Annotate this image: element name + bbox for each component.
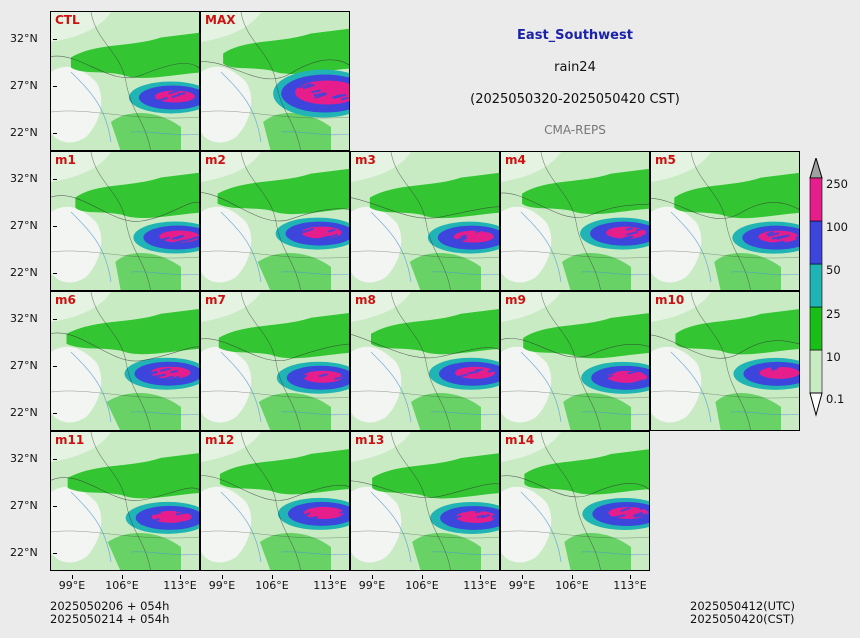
lon-tick-106: 106°E: [102, 575, 142, 592]
lon-tick-113: 113°E: [460, 575, 500, 592]
lat-tick-22: 22°N: [10, 406, 57, 419]
lon-tick-106: 106°E: [552, 575, 592, 592]
rainfall-map: [201, 12, 349, 150]
init-time-line: 2025050214 + 054h: [50, 612, 170, 626]
rainfall-map: [51, 152, 199, 290]
rainfall-map: [351, 432, 499, 570]
panel-m8: m8: [350, 291, 500, 431]
lon-tick-99: 99°E: [502, 575, 542, 592]
colorbar-graphic: [809, 158, 823, 417]
colorbar-extend-under: [809, 392, 823, 417]
rainfall-map: [51, 432, 199, 570]
rainfall-map: [501, 152, 649, 290]
panel-label: m11: [55, 433, 85, 447]
lat-tick-22: 22°N: [10, 546, 57, 559]
panel-max: MAX: [200, 11, 350, 151]
rainfall-map: [51, 12, 199, 150]
panel-m3: m3: [350, 151, 500, 291]
colorbar-segment: [809, 349, 823, 394]
model-title: CMA-REPS: [544, 123, 606, 137]
colorbar-segment: [809, 220, 823, 265]
panel-m12: m12: [200, 431, 350, 571]
panel-m14: m14: [500, 431, 650, 571]
period-title: (2025050320-2025050420 CST): [470, 92, 680, 107]
lon-tick-99: 99°E: [52, 575, 92, 592]
panel-m1: m1: [50, 151, 200, 291]
lon-tick-113: 113°E: [160, 575, 200, 592]
panel-label: m4: [505, 153, 526, 167]
rainfall-map: [201, 152, 349, 290]
colorbar-extend-over: [809, 158, 823, 179]
lon-tick-99: 99°E: [202, 575, 242, 592]
rainfall-map: [651, 292, 799, 430]
valid-time-line: 2025050412(UTC): [690, 599, 795, 613]
lon-tick-113: 113°E: [610, 575, 650, 592]
panel-m10: m10: [650, 291, 800, 431]
rainfall-map: [201, 432, 349, 570]
panel-m6: m6: [50, 291, 200, 431]
lon-tick-113: 113°E: [310, 575, 350, 592]
colorbar-segment: [809, 263, 823, 308]
colorbar-level: 0.1: [826, 392, 845, 406]
panel-m7: m7: [200, 291, 350, 431]
lat-tick-27: 27°N: [10, 219, 57, 232]
init-time-line: 2025050206 + 054h: [50, 599, 170, 613]
panel-label: m8: [355, 293, 376, 307]
panel-label: m9: [505, 293, 526, 307]
rainfall-map: [201, 292, 349, 430]
colorbar-level: 10: [826, 350, 841, 364]
colorbar-segment: [809, 177, 823, 222]
lat-tick-27: 27°N: [10, 499, 57, 512]
lon-tick-106: 106°E: [252, 575, 292, 592]
rainfall-map: [501, 432, 649, 570]
colorbar-level: 100: [826, 220, 848, 234]
lat-tick-32: 32°N: [10, 172, 57, 185]
valid-time-info: 2025050412(UTC) 2025050420(CST): [690, 600, 795, 626]
colorbar-level: 250: [826, 177, 848, 191]
panel-ctl: CTL: [50, 11, 200, 151]
rainfall-map: [501, 292, 649, 430]
colorbar-level: 25: [826, 307, 841, 321]
rainfall-map: [351, 152, 499, 290]
panel-m11: m11: [50, 431, 200, 571]
panel-label: m14: [505, 433, 535, 447]
colorbar-level: 50: [826, 263, 841, 277]
panel-m13: m13: [350, 431, 500, 571]
variable-title: rain24: [554, 60, 596, 75]
panel-label: m13: [355, 433, 385, 447]
panel-m2: m2: [200, 151, 350, 291]
panel-label: m3: [355, 153, 376, 167]
panel-label: m1: [55, 153, 76, 167]
map-region-title: East_Southwest: [517, 28, 633, 43]
rainfall-map: [351, 292, 499, 430]
panel-label: CTL: [55, 13, 80, 27]
panel-m5: m5: [650, 151, 800, 291]
panel-label: m2: [205, 153, 226, 167]
init-time-info: 2025050206 + 054h 2025050214 + 054h: [50, 600, 169, 626]
lat-tick-32: 32°N: [10, 312, 57, 325]
lat-tick-22: 22°N: [10, 126, 57, 139]
lat-tick-27: 27°N: [10, 79, 57, 92]
panel-label: MAX: [205, 13, 236, 27]
panel-m9: m9: [500, 291, 650, 431]
panel-label: m5: [655, 153, 676, 167]
valid-time-line: 2025050420(CST): [690, 612, 795, 626]
lat-tick-32: 32°N: [10, 32, 57, 45]
panel-m4: m4: [500, 151, 650, 291]
lon-tick-106: 106°E: [402, 575, 442, 592]
panel-label: m6: [55, 293, 76, 307]
colorbar-segment: [809, 306, 823, 351]
rainfall-map: [51, 292, 199, 430]
rainfall-map: [651, 152, 799, 290]
lat-tick-22: 22°N: [10, 266, 57, 279]
lon-tick-99: 99°E: [352, 575, 392, 592]
lat-tick-32: 32°N: [10, 452, 57, 465]
lat-tick-27: 27°N: [10, 359, 57, 372]
panel-label: m12: [205, 433, 235, 447]
panel-label: m10: [655, 293, 685, 307]
panel-label: m7: [205, 293, 226, 307]
